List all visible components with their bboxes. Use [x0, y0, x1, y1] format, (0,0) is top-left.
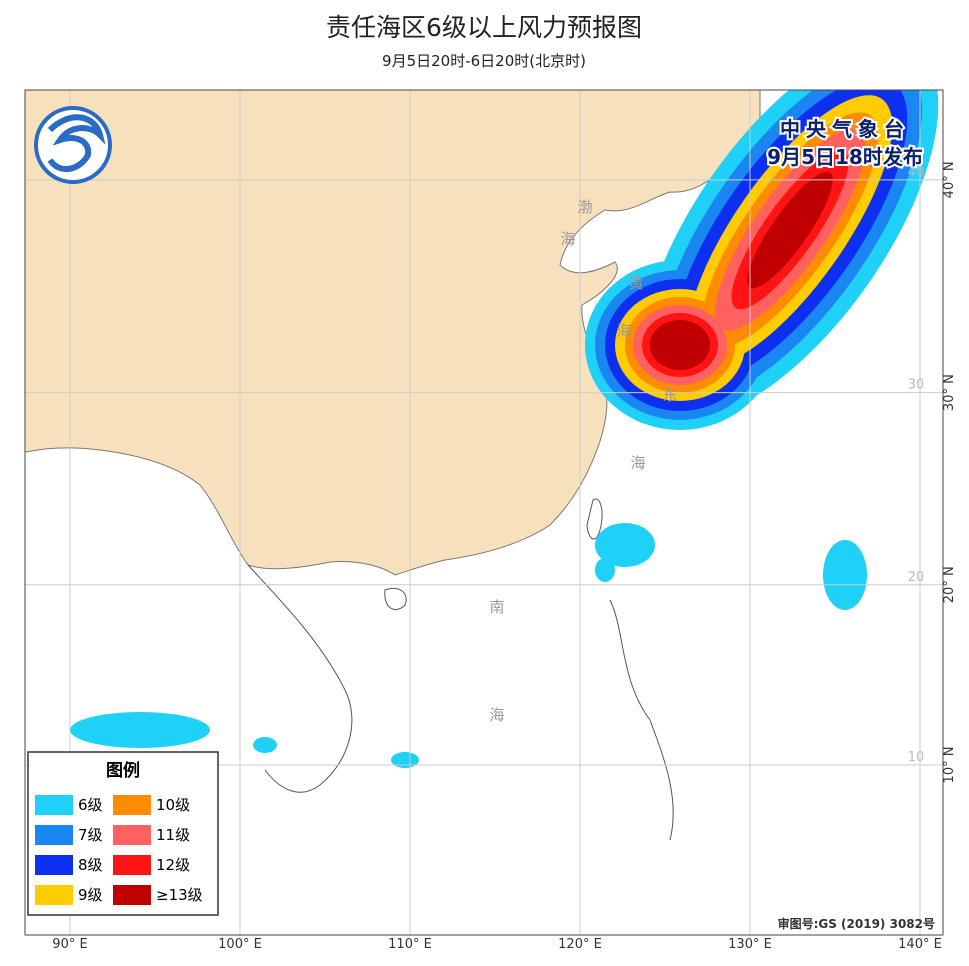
legend-swatch — [35, 825, 73, 845]
title: 责任海区6级以上风力预报图 — [326, 13, 642, 42]
map — [25, 90, 943, 935]
legend-label: ≥13级 — [156, 886, 203, 904]
issuer-time: 9月5日18时发布 — [767, 145, 923, 169]
lat-label: 30° N — [942, 374, 957, 411]
legend-label: 11级 — [156, 826, 190, 844]
taiwan — [586, 498, 603, 540]
lat-label: 20° N — [942, 566, 957, 603]
sea-label: 南 — [489, 598, 504, 616]
china-land — [25, 90, 761, 576]
map-frame — [24, 89, 944, 936]
lon-label: 110° E — [388, 937, 432, 952]
lat-inner-label: 20 — [908, 570, 925, 585]
legend-label: 8级 — [78, 856, 103, 874]
lat-inner-label: 10 — [908, 750, 925, 765]
issuer-name: 中央气象台 — [780, 117, 910, 141]
subtitle: 9月5日20时-6日20时(北京时) — [382, 52, 586, 70]
legend-swatch — [35, 855, 73, 875]
sea-label: 海 — [616, 322, 631, 340]
sea-label: 海 — [630, 454, 645, 472]
legend-label: 7级 — [78, 826, 103, 844]
philippines — [609, 599, 674, 841]
sea-label: 东 — [662, 386, 677, 404]
lon-label: 100° E — [218, 937, 262, 952]
wind-patch — [391, 752, 419, 768]
lon-label: 140° E — [898, 937, 942, 952]
legend-label: 6级 — [78, 796, 103, 814]
legend-title: 图例 — [106, 760, 140, 781]
legend-swatch — [113, 855, 151, 875]
legend-label: 12级 — [156, 856, 190, 874]
wind-patch — [70, 712, 210, 748]
wind-band — [747, 171, 833, 289]
lat-inner-label: 40 — [908, 165, 925, 180]
legend-swatch — [113, 825, 151, 845]
wind-patch — [595, 523, 655, 567]
sea-label: 黄 — [628, 274, 643, 292]
wind-patch — [823, 540, 867, 610]
wind-patch — [595, 558, 615, 582]
logo — [34, 106, 112, 184]
indochina-coast — [247, 564, 353, 793]
wind-field — [70, 90, 939, 768]
wind-core — [650, 320, 710, 370]
legend-swatch — [35, 795, 73, 815]
wind-patch — [253, 737, 277, 753]
lat-inner-label: 30 — [908, 378, 925, 393]
lon-label: 120° E — [558, 937, 602, 952]
legend-swatch — [113, 795, 151, 815]
legend-label: 10级 — [156, 796, 190, 814]
legend-label: 9级 — [78, 886, 103, 904]
approval-number: 审图号:GS (2019) 3082号 — [778, 916, 935, 931]
lat-label: 10° N — [942, 747, 957, 784]
legend-swatch — [35, 885, 73, 905]
sea-label: 渤 — [577, 198, 592, 216]
hainan — [384, 587, 407, 610]
sea-label: 海 — [489, 706, 504, 724]
lat-label: 40° N — [942, 161, 957, 198]
lon-label: 90° E — [52, 937, 87, 952]
legend: 图例 6级 7级 8级 9级 10级 11级 12级 ≥13级 — [27, 751, 219, 916]
lon-label: 130° E — [728, 937, 772, 952]
sea-label: 海 — [560, 230, 575, 248]
legend-swatch — [113, 885, 151, 905]
